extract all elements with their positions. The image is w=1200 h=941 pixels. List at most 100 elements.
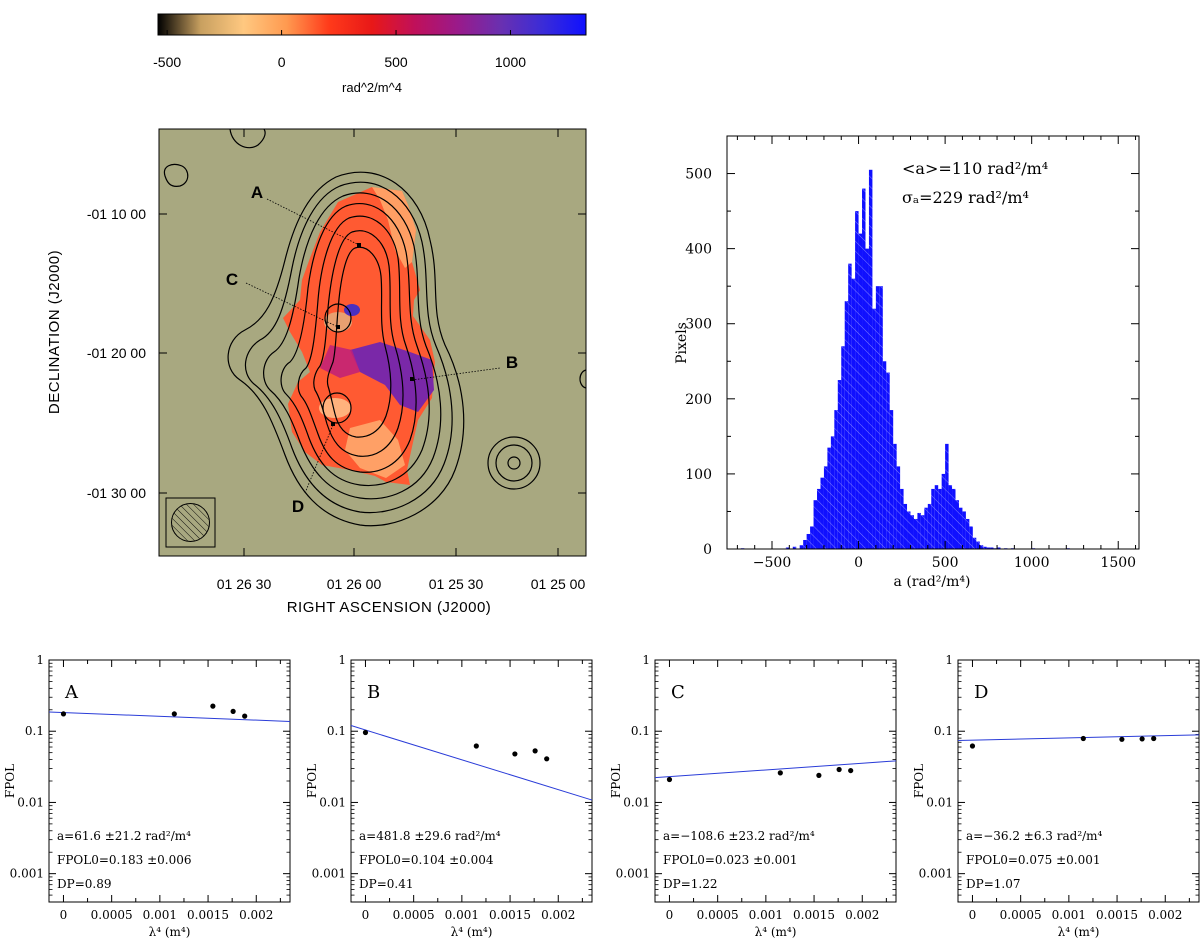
colorbar-ticks: -500 0 500 1000 [153,30,526,70]
data-point [473,743,479,749]
map-ticks [159,129,586,556]
panel-ytick-label: 0.01 [926,795,953,809]
panel-xtick-label: 0.002 [239,908,273,922]
map-xlabel: RIGHT ASCENSION (J2000) [287,599,492,616]
panel-xtick-label: 0.002 [1148,908,1182,922]
data-point [1119,736,1125,742]
panel-xtick-label: 0.001 [143,908,177,922]
marker-b [410,377,414,381]
region-label-c: C [226,270,238,289]
panel-ylabel: FPOL [912,764,926,798]
histogram-xtick-label: 1500 [1100,555,1136,571]
data-point [242,713,248,719]
panel-xtick-label: 0.0005 [1000,908,1042,922]
panel-ytick-label: 1 [945,653,953,667]
fpol-panel-c: 0 0.0005 0.001 0.0015 0.002 0.001 0.01 0.1 1 Ca=−… [609,653,897,939]
fpol-panels: 0 0.0005 0.001 0.0015 0.002 0.001 0.01 0.1 1 Aa=6… [3,653,1200,939]
panel-xtick-label: 0.0015 [793,908,835,922]
panel-ylabel: FPOL [609,764,623,798]
marker-d [331,422,335,426]
colorbar: -500 0 500 1000 rad^2/m^4 [153,13,587,95]
panel-ytick-label: 0.001 [10,867,44,881]
panel-xtick-label: 0 [666,908,674,922]
map-ylabel: DECLINATION (J2000) [46,250,63,414]
panel-fpol0-annotation: FPOL0=0.023 ±0.001 [663,853,797,867]
panel-ytick-label: 0.1 [631,724,650,738]
histogram-ytick-label: 300 [685,317,712,333]
panel-xlabel: λ⁴ (m⁴) [1058,925,1100,939]
panel-ytick-label: 0.01 [17,795,44,809]
panel-ytick-label: 1 [338,653,346,667]
colorbar-strip [157,13,587,36]
map-ytick-label: -01 30 00 [87,485,146,501]
histogram-ytick-label: 200 [685,392,712,408]
panel-fpol0-annotation: FPOL0=0.104 ±0.004 [359,853,494,867]
histogram-ytick-label: 400 [685,242,712,258]
beam-ellipse [171,503,210,542]
region-markers [245,198,501,494]
data-point [60,711,67,717]
data-point [171,711,177,717]
data-point [1080,735,1086,742]
emission-blue-c [344,304,360,316]
data-point [532,748,538,754]
emission-core-d [319,398,351,418]
fit-line [48,711,291,722]
panel-xtick-label: 0.001 [1052,908,1086,922]
panel-rm-annotation: a=61.6 ±21.2 rad²/m⁴ [57,829,191,843]
colorbar-tick-label: -500 [153,54,181,70]
region-label-b: B [506,353,518,372]
histogram-xlabel: a (rad²/m⁴) [894,574,971,590]
map-ytick-label: -01 10 00 [87,206,146,222]
histogram: −500 0 500 1000 1500 0 100 200 300 400 500 a (rad²… [674,135,1140,590]
panel-xtick-label: 0.001 [445,908,479,922]
panel-xtick-label: 0.0015 [489,908,531,922]
panel-title: C [671,682,685,703]
panel-xtick-label: 0.0005 [393,908,435,922]
panel-dp-annotation: DP=1.22 [663,877,717,891]
panel-xtick-label: 0.002 [845,908,879,922]
panel-rm-annotation: a=−36.2 ±6.3 rad²/m⁴ [966,829,1103,843]
histogram-xtick-label: 500 [932,555,959,571]
panel-xtick-label: 0 [362,908,370,922]
panel-dp-annotation: DP=1.07 [966,877,1020,891]
histogram-axes: −500 0 500 1000 1500 0 100 200 300 400 500 [685,135,1139,571]
panel-ytick-label: 0.001 [312,867,346,881]
panel-rm-annotation: a=−108.6 ±23.2 rad²/m⁴ [663,829,815,843]
region-label-d: D [292,497,304,516]
panel-fpol0-annotation: FPOL0=0.075 ±0.001 [966,853,1100,867]
histogram-mean-annotation: <a>=110 rad²/m⁴ [902,159,1048,178]
data-point [544,756,550,762]
panel-ytick-label: 1 [36,653,44,667]
panel-xtick-label: 0 [60,908,68,922]
emission-violet [350,342,434,412]
panel-xtick-label: 0.0015 [187,908,229,922]
map-xtick-label: 01 25 30 [429,576,484,592]
histogram-xtick-label: 0 [854,555,863,571]
data-point [848,767,854,774]
panel-fpol0-annotation: FPOL0=0.183 ±0.006 [57,853,191,867]
fpol-panel-b: 0 0.0005 0.001 0.0015 0.002 0.001 0.01 0.1 1 Ba=4… [305,653,593,939]
data-point [1139,736,1145,742]
data-point [969,743,976,749]
map-frame [158,128,587,557]
map-ytick-label: -01 20 00 [87,345,146,361]
data-point [230,708,236,714]
panel-xtick-label: 0 [969,908,977,922]
map-xtick-label: 01 25 00 [531,576,586,592]
panel-ytick-label: 0.1 [25,724,44,738]
panel-dp-annotation: DP=0.89 [57,877,111,891]
panel-ytick-label: 0.001 [616,867,650,881]
contours [163,129,586,527]
beam-box [165,497,216,548]
data-point [816,772,822,778]
colorbar-tick-label: 1000 [495,54,526,70]
panel-ylabel: FPOL [3,764,17,798]
panel-xtick-label: 0.0005 [697,908,739,922]
marker-a [357,243,361,247]
data-point [362,729,369,736]
panel-title: B [367,682,380,703]
panel-dp-annotation: DP=0.41 [359,877,413,891]
panel-title: D [974,682,988,703]
